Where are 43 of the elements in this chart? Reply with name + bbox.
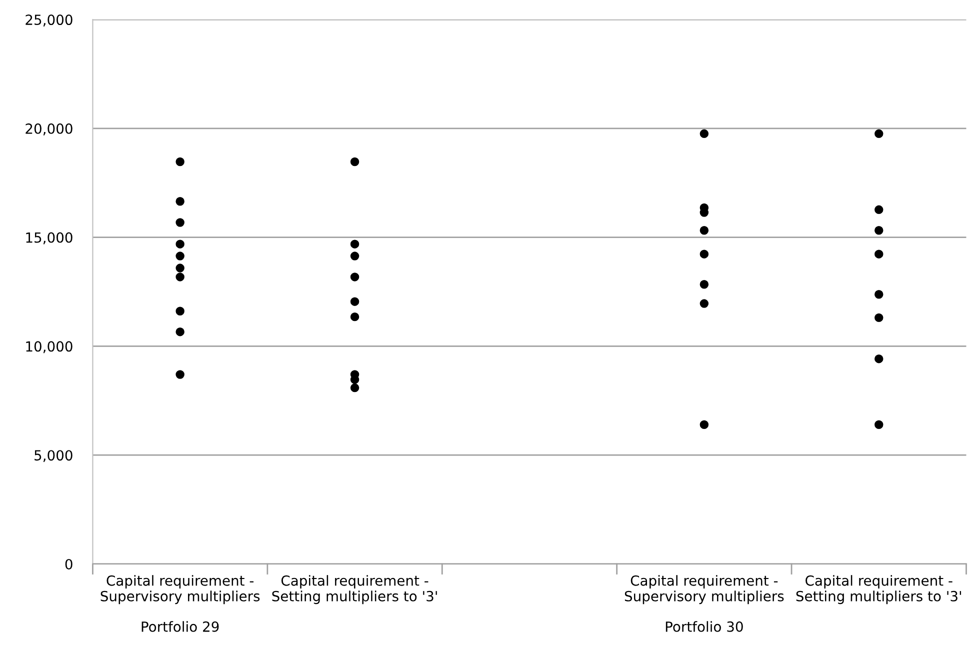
y-tick-label: 15,000 <box>26 232 72 244</box>
x-tick-label: Capital requirement - Supervisory multipliers <box>624 575 784 604</box>
point <box>700 250 709 258</box>
x-tick-label: Capital requirement - Setting multipliers to '3' <box>796 575 962 604</box>
point <box>874 226 884 235</box>
point <box>350 272 360 282</box>
point <box>350 312 360 322</box>
point <box>700 129 709 138</box>
y-tick-label: 0 <box>65 558 72 570</box>
point <box>176 370 184 379</box>
x-tick-label: Capital requirement - Setting multipliers to '3' <box>272 575 437 604</box>
point <box>350 297 360 306</box>
point <box>176 252 184 260</box>
point <box>874 420 884 429</box>
point <box>700 299 709 308</box>
text: Portfolio 30 <box>666 621 743 632</box>
text: Portfolio 29 <box>142 621 219 632</box>
point <box>874 313 884 322</box>
point <box>350 157 360 166</box>
point <box>176 157 184 166</box>
y-tick-label: 20,000 <box>26 123 72 136</box>
point <box>874 129 884 138</box>
point <box>176 218 184 227</box>
point <box>700 280 709 289</box>
y-tick-label: 25,000 <box>26 14 72 26</box>
point <box>350 240 360 248</box>
point <box>350 252 360 260</box>
point <box>176 264 184 272</box>
x-tick-label: Capital requirement - Supervisory multipliers <box>100 575 260 604</box>
point <box>874 250 884 258</box>
point <box>874 354 884 364</box>
point <box>176 240 184 248</box>
point <box>700 420 709 429</box>
point <box>874 290 884 299</box>
point <box>700 226 709 235</box>
point <box>874 205 884 214</box>
point <box>176 327 184 336</box>
y-tick-label: 10,000 <box>26 341 72 354</box>
point <box>176 197 184 206</box>
y-tick-label: 5,000 <box>34 450 72 462</box>
point <box>350 383 360 392</box>
point <box>176 272 184 282</box>
point <box>176 306 184 316</box>
